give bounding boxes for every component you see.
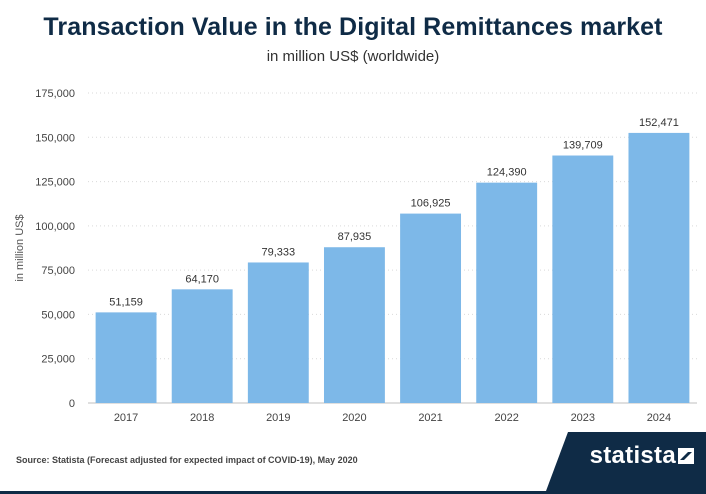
x-tick-label: 2017 — [114, 412, 138, 424]
bar-2022 — [476, 182, 538, 403]
data-label: 124,390 — [487, 167, 527, 179]
bar-2024 — [628, 132, 690, 403]
bar-2019 — [247, 262, 309, 403]
y-axis-label: in million US$ — [14, 214, 26, 281]
chart-title: Transaction Value in the Digital Remitta… — [43, 13, 663, 41]
y-tick-label: 25,000 — [41, 354, 75, 366]
x-tick-label: 2022 — [494, 412, 518, 424]
x-tick-label: 2019 — [266, 412, 290, 424]
x-tick-label: 2018 — [190, 412, 214, 424]
data-label: 87,935 — [338, 231, 372, 243]
statista-logo[interactable]: statista — [589, 442, 676, 469]
brand-banner — [546, 432, 706, 491]
footer-line — [0, 491, 706, 494]
y-tick-label: 75,000 — [41, 265, 75, 277]
data-label: 79,333 — [261, 246, 295, 258]
bar-2020 — [323, 247, 385, 403]
y-tick-label: 50,000 — [41, 309, 75, 321]
bar-2021 — [400, 213, 462, 403]
bar-2017 — [95, 312, 157, 403]
y-tick-label: 125,000 — [35, 177, 75, 189]
data-label: 139,709 — [563, 140, 603, 152]
statista-logo-icon — [678, 448, 694, 464]
x-tick-label: 2023 — [571, 412, 595, 424]
x-tick-label: 2021 — [418, 412, 442, 424]
y-tick-label: 175,000 — [35, 88, 75, 100]
data-label: 152,471 — [639, 117, 679, 129]
y-tick-label: 100,000 — [35, 221, 75, 233]
chart-subtitle: in million US$ (worldwide) — [266, 48, 440, 65]
data-label: 64,170 — [185, 273, 219, 285]
data-label: 106,925 — [411, 198, 451, 210]
y-tick-label: 150,000 — [35, 132, 75, 144]
bar-chart: 0 25,000 50,000 75,000 100,000 125,000 150,000… — [14, 88, 697, 424]
bar-2023 — [552, 155, 614, 403]
bar-2018 — [171, 289, 233, 403]
y-tick-label: 0 — [69, 398, 75, 410]
source-note: Source: Statista (Forecast adjusted for … — [16, 455, 358, 465]
data-label: 51,159 — [109, 296, 143, 308]
x-tick-label: 2024 — [647, 412, 671, 424]
x-tick-label: 2020 — [342, 412, 366, 424]
